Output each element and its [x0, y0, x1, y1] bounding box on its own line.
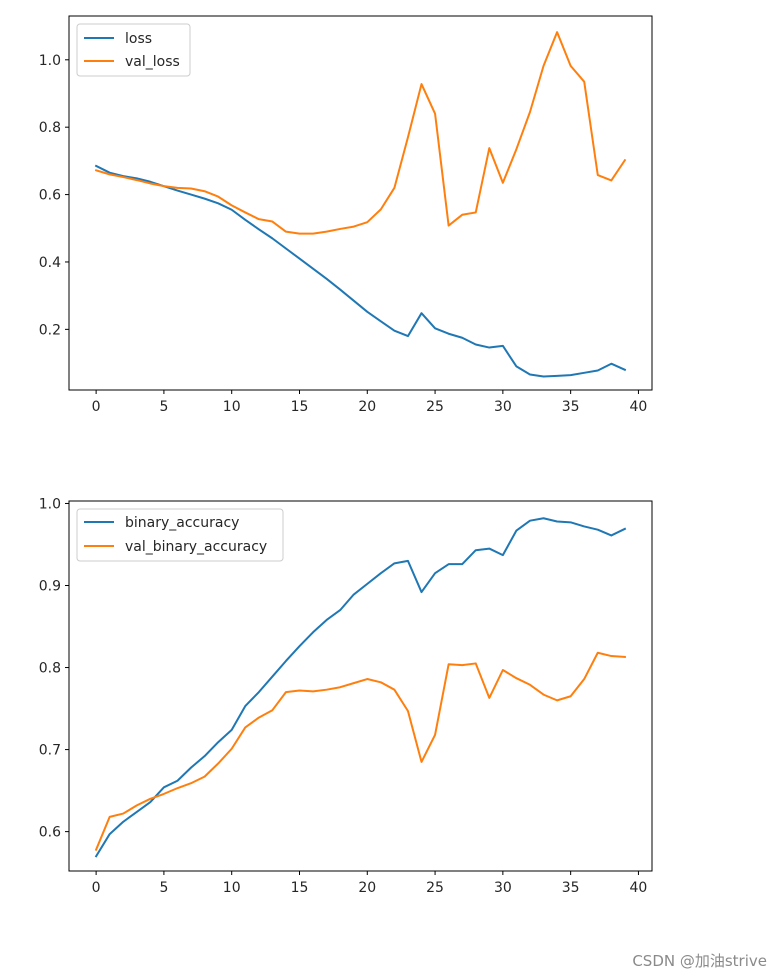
watermark: CSDN @加油strive — [632, 952, 767, 970]
x-tick-label: 25 — [426, 880, 444, 896]
axes-frame — [68, 500, 653, 872]
loss-chart: 0 5 10 15 20 25 30 35 40 0.2 0.4 0.6 0.8 1.0 loss va… — [39, 15, 653, 415]
y-tick-label: 0.7 — [39, 743, 61, 759]
x-tick-label: 35 — [562, 399, 580, 415]
y-tick-label: 1.0 — [39, 53, 61, 69]
y-tick-label: 0.8 — [39, 661, 61, 677]
x-tick-label: 30 — [494, 399, 512, 415]
legend-label-binary-accuracy: binary_accuracy — [125, 515, 239, 531]
x-tick-label: 15 — [291, 399, 309, 415]
legend-label-loss: loss — [125, 31, 152, 47]
x-tick-label: 5 — [159, 399, 168, 415]
x-tick-label: 40 — [630, 880, 648, 896]
x-tick-label: 15 — [291, 880, 309, 896]
x-tick-label: 10 — [223, 880, 241, 896]
plot-lines — [94, 517, 627, 858]
legend: binary_accuracy val_binary_accuracy — [76, 508, 284, 562]
y-tick-label: 0.9 — [39, 579, 61, 595]
x-tick-label: 0 — [92, 880, 101, 896]
y-tick-label: 0.6 — [39, 188, 61, 204]
x-tick-label: 35 — [562, 880, 580, 896]
axes-frame — [68, 15, 653, 391]
legend-box — [76, 508, 284, 562]
x-axis-ticks: 0 5 10 15 20 25 30 35 40 — [92, 871, 648, 896]
x-tick-label: 30 — [494, 880, 512, 896]
plot-lines — [94, 31, 627, 378]
x-tick-label: 5 — [159, 880, 168, 896]
series-line-val-loss — [94, 31, 627, 235]
accuracy-chart: 0 5 10 15 20 25 30 35 40 0.6 0.7 0.8 0.9 1.0 binary_… — [39, 496, 653, 896]
x-axis-ticks: 0 5 10 15 20 25 30 35 40 — [92, 390, 648, 415]
series-line-val-binary-accuracy — [94, 651, 626, 851]
y-tick-label: 0.4 — [39, 255, 61, 271]
x-tick-label: 10 — [223, 399, 241, 415]
legend: loss val_loss — [76, 23, 191, 77]
y-tick-label: 0.6 — [39, 825, 61, 841]
legend-label-val-loss: val_loss — [125, 54, 180, 70]
y-tick-label: 1.0 — [39, 496, 61, 512]
x-tick-label: 25 — [426, 399, 444, 415]
y-tick-label: 0.2 — [39, 322, 61, 338]
y-axis-ticks: 0.6 0.7 0.8 0.9 1.0 — [39, 496, 69, 841]
x-tick-label: 20 — [358, 399, 376, 415]
x-tick-label: 20 — [358, 880, 376, 896]
x-tick-label: 0 — [92, 399, 101, 415]
legend-label-val-binary-accuracy: val_binary_accuracy — [125, 539, 267, 555]
y-tick-label: 0.8 — [39, 120, 61, 136]
series-line-loss — [94, 164, 627, 378]
series-line-binary-accuracy — [94, 517, 627, 858]
y-axis-ticks: 0.2 0.4 0.6 0.8 1.0 — [39, 53, 69, 338]
x-tick-label: 40 — [630, 399, 648, 415]
